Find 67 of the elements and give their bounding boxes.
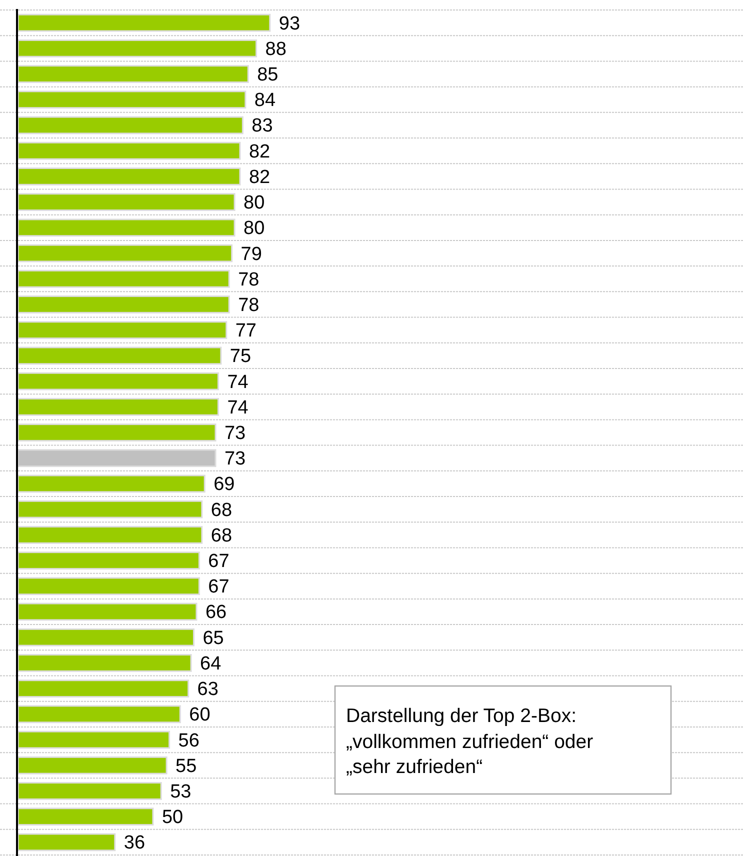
data-label: 68 [210, 500, 232, 521]
data-label: 53 [170, 781, 192, 802]
bar [17, 142, 241, 160]
data-label: 73 [224, 448, 246, 470]
bar [17, 628, 194, 646]
bar [17, 756, 168, 774]
bar [17, 705, 181, 724]
data-label: 80 [244, 192, 265, 214]
bar [17, 244, 233, 262]
bar [17, 782, 162, 800]
data-label: 69 [214, 474, 235, 496]
bar [17, 39, 258, 58]
bar [17, 424, 216, 442]
bar [17, 90, 246, 109]
bar [17, 14, 271, 32]
bar [17, 654, 192, 672]
data-label: 50 [162, 807, 184, 828]
data-label: 93 [278, 13, 300, 34]
bar [17, 167, 241, 186]
data-label: 75 [230, 346, 252, 368]
data-label: 36 [124, 832, 146, 854]
bar [17, 346, 222, 365]
bar [17, 218, 236, 237]
data-label: 55 [176, 756, 197, 777]
bar [17, 193, 236, 211]
bar [17, 602, 198, 621]
data-label: 84 [254, 90, 276, 112]
bar [17, 270, 230, 288]
bar [17, 526, 203, 544]
data-label: 73 [224, 423, 246, 444]
data-label: 82 [248, 166, 270, 188]
data-label: 68 [210, 525, 232, 546]
bar [17, 398, 219, 416]
bar [17, 321, 228, 340]
bar [17, 577, 200, 596]
bar [17, 500, 203, 518]
data-label: 80 [244, 218, 265, 240]
data-label: 67 [208, 551, 230, 572]
bar [17, 833, 116, 852]
bar [17, 372, 219, 390]
bar [17, 449, 216, 468]
bar [17, 474, 206, 493]
data-label: 88 [265, 38, 286, 60]
data-label: 78 [238, 269, 260, 290]
data-label: 65 [202, 628, 224, 649]
data-label: 56 [178, 730, 200, 752]
data-label: 83 [252, 116, 273, 137]
annotation: Darstellung der Top 2-Box: „vollkommen zufrieden“ oder „sehr zufrieden“ [346, 704, 594, 780]
bar [17, 680, 190, 698]
data-label: 63 [197, 679, 218, 700]
data-label: 74 [227, 372, 249, 393]
bar [17, 116, 244, 134]
data-label: 67 [208, 576, 230, 598]
bar [17, 296, 230, 314]
bar [17, 552, 200, 570]
data-label: 66 [205, 602, 227, 624]
data-label: 77 [235, 320, 257, 342]
data-label: 60 [189, 704, 210, 726]
data-label: 74 [227, 397, 249, 418]
data-label: 78 [238, 294, 260, 316]
bar [17, 808, 154, 826]
data-label: 82 [248, 141, 270, 162]
bar [17, 730, 170, 749]
data-label: 79 [240, 244, 262, 265]
data-label: 64 [200, 653, 222, 674]
bar [17, 65, 249, 83]
data-label: 85 [257, 64, 278, 86]
